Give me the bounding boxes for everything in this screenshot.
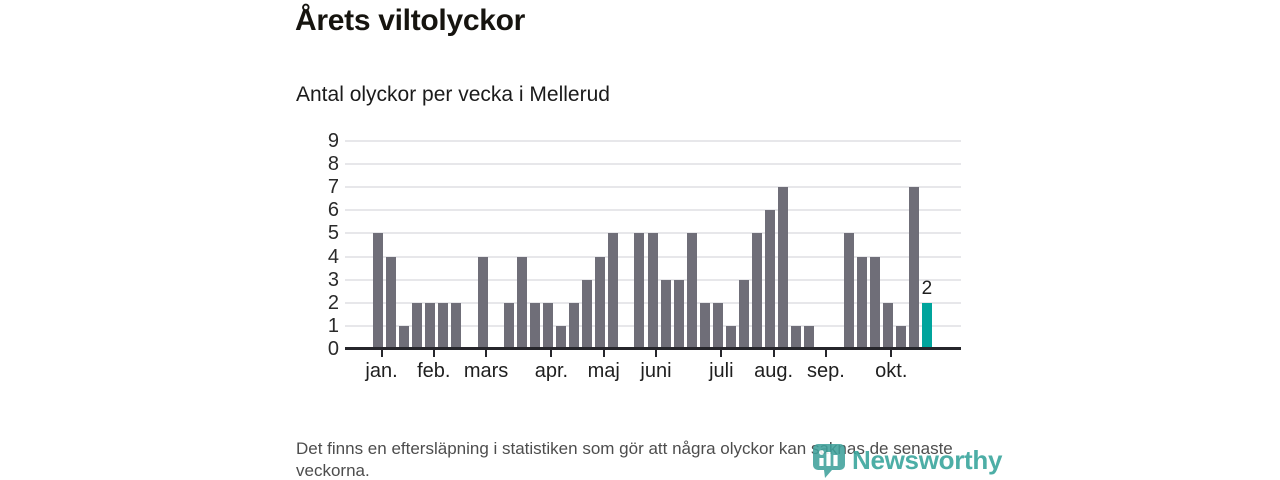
bar-week-34	[804, 325, 815, 349]
y-axis-label-7: 7	[327, 176, 339, 199]
y-axis-label-0: 0	[327, 338, 339, 360]
bar-week-22	[647, 233, 658, 349]
x-axis-label-jan: jan.	[365, 360, 398, 382]
bar-week-29	[739, 279, 749, 349]
bar-week-38	[856, 256, 867, 349]
x-tick-juni	[655, 350, 657, 357]
newsworthy-logo: Newsworthy	[811, 442, 1002, 479]
x-axis-label-aug: aug.	[754, 360, 794, 382]
x-tick-jan	[380, 350, 383, 357]
bar-week-11	[503, 302, 514, 349]
bar-week-30	[752, 233, 762, 349]
bar-week-5	[425, 302, 436, 349]
newsworthy-bubble-barchart-icon	[813, 444, 845, 478]
footnote: Det finns en eftersläpning i statistiken…	[296, 439, 953, 480]
bar-week-16	[569, 302, 579, 349]
gridline-y8	[345, 163, 961, 166]
x-tick-aug	[772, 350, 775, 357]
bar-week-2	[386, 256, 397, 349]
bar-week-39	[869, 256, 880, 349]
x-axis-label-maj: maj	[587, 360, 620, 382]
bar-week-7	[451, 302, 462, 349]
bar-week-21	[634, 233, 645, 349]
x-tick-feb	[432, 350, 435, 357]
bar-week-9	[477, 256, 488, 349]
newsworthy-wordmark: Newsworthy	[852, 445, 1003, 475]
x-axis-label-juni: juni	[640, 360, 672, 382]
y-axis-label-1: 1	[327, 314, 339, 337]
bar-week-19	[608, 233, 619, 349]
y-axis-label-6: 6	[327, 199, 339, 222]
highlight-value-label: 2	[921, 277, 933, 299]
x-axis-label-apr: apr.	[534, 360, 569, 382]
bar-week-33	[791, 325, 802, 349]
chart-title: Årets viltolyckor	[295, 4, 525, 37]
bar-week-23	[660, 279, 671, 349]
bar-week-40	[882, 302, 893, 349]
bar-week-28	[725, 325, 736, 349]
y-axis-label-3: 3	[327, 268, 339, 291]
gridline-y9	[345, 140, 961, 142]
bar-week-3	[399, 325, 410, 349]
x-axis-label-juli: juli	[709, 360, 734, 382]
gridline-y7	[345, 186, 961, 189]
y-axis-label-2: 2	[327, 291, 339, 314]
bar-week-15	[556, 325, 566, 349]
bar-week-43	[921, 302, 932, 349]
bar-week-1	[373, 233, 383, 349]
bar-week-31	[765, 210, 776, 349]
y-axis-label-5: 5	[327, 222, 339, 245]
x-axis-label-sep: sep.	[806, 360, 845, 382]
x-tick-okt	[890, 350, 893, 357]
bar-week-6	[438, 302, 449, 349]
bar-week-25	[686, 233, 697, 349]
x-axis-label-feb: feb.	[417, 360, 451, 382]
x-axis-label-mars: mars	[463, 360, 509, 382]
x-axis-label-okt: okt.	[875, 360, 908, 382]
bar-week-13	[529, 302, 540, 349]
y-axis-label-8: 8	[327, 153, 339, 176]
bar-week-18	[595, 256, 606, 349]
bar-week-4	[412, 302, 423, 349]
y-axis-label-4: 4	[327, 245, 339, 268]
x-axis-line	[345, 347, 961, 350]
bar-week-37	[843, 233, 854, 349]
x-tick-sep	[824, 350, 827, 357]
bar-week-41	[895, 325, 906, 349]
bar-week-27	[712, 302, 723, 349]
bar-week-32	[778, 187, 789, 349]
gridline-y6	[345, 209, 961, 212]
chart-subtitle: Antal olyckor per vecka i Mellerud	[296, 83, 610, 106]
x-tick-mars	[485, 350, 488, 357]
bar-week-17	[582, 279, 593, 349]
bar-week-14	[542, 302, 553, 349]
bar-week-24	[673, 279, 684, 349]
bar-week-42	[908, 187, 919, 349]
x-tick-juli	[720, 350, 723, 357]
x-tick-maj	[602, 350, 605, 357]
bar-week-12	[516, 256, 527, 349]
x-tick-apr	[550, 350, 553, 357]
bar-week-26	[699, 302, 710, 349]
y-axis-label-9: 9	[327, 130, 339, 152]
